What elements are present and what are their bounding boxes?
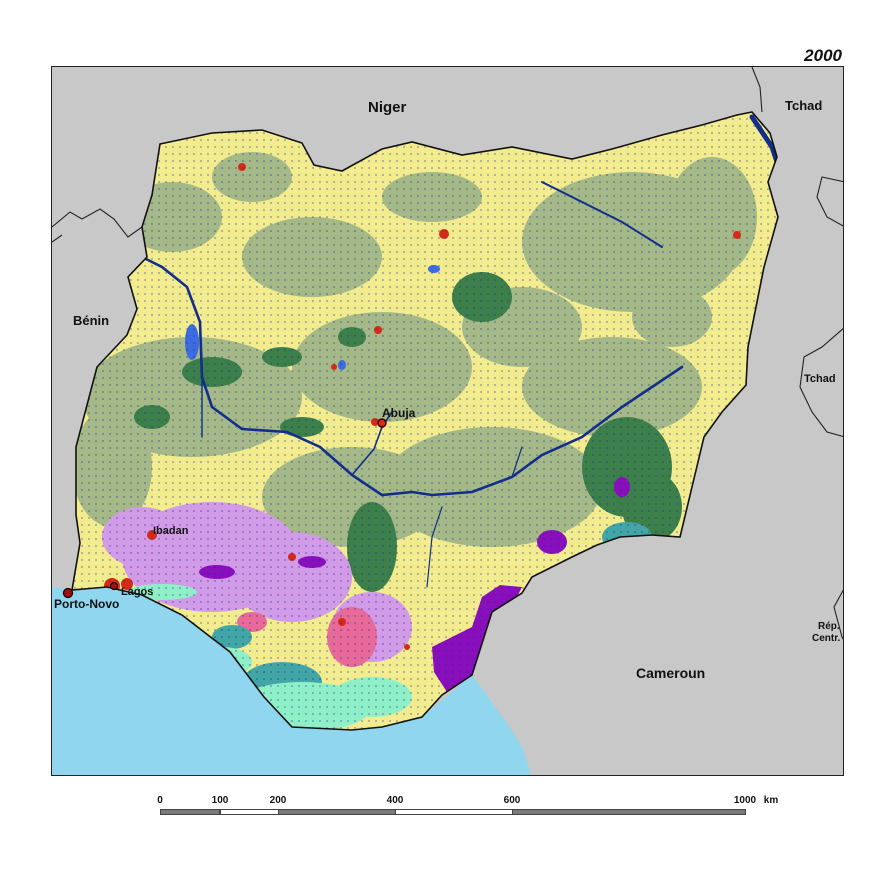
label-benin: Bénin — [73, 313, 109, 328]
porto-novo-marker — [62, 587, 74, 599]
scale-segment — [395, 809, 513, 815]
border-niger-benin — [52, 208, 143, 238]
label-tchad-east: Tchad — [804, 373, 836, 385]
border-car — [833, 589, 843, 640]
scale-tick-400: 400 — [386, 795, 404, 806]
label-rep-centr-2: Centr. — [812, 633, 841, 644]
scale-tick-600: 600 — [503, 795, 521, 806]
border-benin-west — [52, 234, 63, 243]
label-porto-novo: Porto-Novo — [54, 597, 119, 611]
scale-unit: km — [763, 795, 779, 806]
scale-segment — [512, 809, 746, 815]
scale-segment — [220, 809, 279, 815]
scale-tick-200: 200 — [269, 795, 287, 806]
label-rep-centr-1: Rép. — [818, 621, 840, 632]
label-niger: Niger — [368, 99, 407, 116]
map-frame: Niger Tchad Tchad Bénin Cameroun Rép. Ce… — [51, 66, 844, 776]
scale-segment — [160, 809, 220, 815]
abuja-marker — [377, 418, 387, 428]
border-tchad-cameroun — [751, 67, 763, 113]
scale-tick-100: 100 — [211, 795, 229, 806]
lagos-marker — [109, 581, 119, 591]
label-lagos: Lagos — [121, 586, 153, 598]
label-ibadan: Ibadan — [153, 525, 189, 537]
border-tchad-car — [799, 328, 843, 438]
scale-segment — [278, 809, 396, 815]
label-abuja: Abuja — [382, 406, 416, 420]
label-tchad-north: Tchad — [785, 98, 822, 113]
border-tchad-east — [816, 176, 843, 227]
scale-tick-1000: 1000 — [733, 795, 757, 806]
map-year: 2000 — [804, 46, 842, 65]
label-cameroun: Cameroun — [636, 665, 705, 681]
scale-tick-0: 0 — [157, 795, 163, 806]
